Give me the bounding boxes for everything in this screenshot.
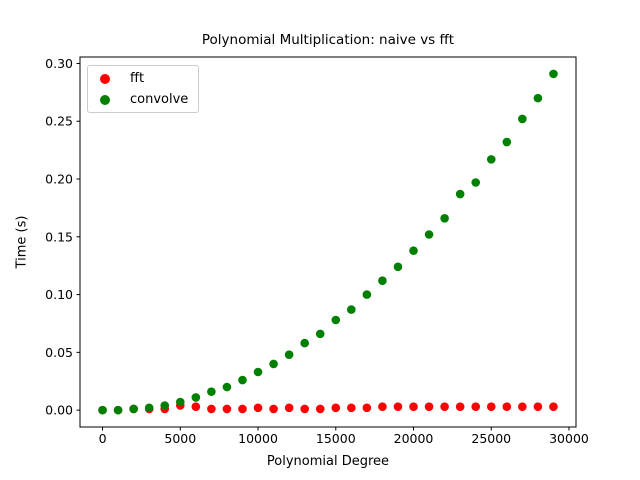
data-point-convolve <box>409 246 418 255</box>
legend-item-fft: fft <box>88 68 198 89</box>
data-point-convolve <box>144 403 154 413</box>
data-point-convolve <box>98 405 107 415</box>
data-point-fft <box>502 402 512 411</box>
data-point-convolve <box>362 290 372 299</box>
data-point-fft <box>378 402 387 411</box>
data-point-fft <box>207 404 216 414</box>
data-point-fft <box>253 403 263 413</box>
data-point-convolve <box>331 315 341 325</box>
data-point-fft <box>362 403 372 413</box>
data-point-convolve <box>440 214 449 223</box>
x-tick-label: 0 <box>99 431 107 446</box>
data-point-fft <box>284 403 294 413</box>
x-tick-label: 20000 <box>394 431 434 446</box>
y-tick-label: 0.10 <box>45 287 73 302</box>
y-tick-label: 0.30 <box>45 56 73 71</box>
x-tick-label: 15000 <box>316 431 356 446</box>
data-point-convolve <box>549 69 558 79</box>
data-point-convolve <box>238 375 247 385</box>
fft-marker-icon <box>100 73 110 84</box>
data-point-convolve <box>533 93 543 103</box>
data-point-convolve <box>486 155 496 164</box>
data-point-convolve <box>455 189 465 199</box>
data-point-fft <box>518 402 527 411</box>
data-point-fft <box>486 402 496 411</box>
data-point-convolve <box>160 401 170 410</box>
data-point-fft <box>393 402 403 411</box>
y-tick-label: 0.05 <box>45 345 73 360</box>
legend-item-convolve: convolve <box>88 89 198 110</box>
convolve-marker-icon <box>100 94 110 105</box>
legend-label-convolve: convolve <box>130 92 189 107</box>
data-point-convolve <box>424 230 434 239</box>
data-point-convolve <box>378 276 387 286</box>
legend: fft convolve <box>87 65 199 113</box>
data-point-convolve <box>191 393 201 402</box>
data-point-fft <box>424 402 434 411</box>
data-point-fft <box>222 404 232 414</box>
data-point-fft <box>191 402 201 411</box>
data-point-convolve <box>502 137 512 147</box>
y-tick-label: 0.20 <box>45 172 73 187</box>
data-point-convolve <box>222 382 232 392</box>
data-point-fft <box>471 402 481 411</box>
data-point-convolve <box>207 387 216 396</box>
x-tick-label: 25000 <box>471 431 511 446</box>
x-tick-label: 10000 <box>238 431 278 446</box>
y-tick-label: 0.25 <box>45 114 73 129</box>
y-tick-label: 0.15 <box>45 229 73 244</box>
data-point-fft <box>238 404 247 414</box>
data-point-convolve <box>269 359 278 369</box>
data-point-fft <box>347 403 356 413</box>
data-point-fft <box>300 404 309 414</box>
data-point-convolve <box>253 367 263 377</box>
plot-frame <box>79 56 577 428</box>
data-point-convolve <box>347 305 356 314</box>
data-point-fft <box>440 402 449 411</box>
data-point-fft <box>455 402 465 411</box>
data-point-convolve <box>518 114 527 124</box>
data-point-convolve <box>471 178 481 187</box>
x-tick-label: 5000 <box>164 431 196 446</box>
data-point-convolve <box>284 350 294 359</box>
data-point-convolve <box>175 397 185 407</box>
data-point-convolve <box>113 405 123 415</box>
data-point-fft <box>315 404 325 414</box>
data-point-fft <box>533 402 543 411</box>
data-point-convolve <box>315 329 325 339</box>
data-point-convolve <box>393 262 403 272</box>
data-point-fft <box>409 402 418 411</box>
x-tick-label: 30000 <box>549 431 589 446</box>
y-tick-label: 0.00 <box>45 403 73 418</box>
data-point-fft <box>269 404 278 414</box>
data-point-fft <box>549 402 558 411</box>
data-point-convolve <box>300 338 309 348</box>
x-axis-label: Polynomial Degree <box>266 454 390 469</box>
chart-title: Polynomial Multiplication: naive vs fft <box>201 32 455 48</box>
y-axis-label: Time (s) <box>14 215 30 269</box>
data-point-fft <box>331 403 341 413</box>
legend-label-fft: fft <box>130 71 145 86</box>
data-point-convolve <box>129 404 138 414</box>
